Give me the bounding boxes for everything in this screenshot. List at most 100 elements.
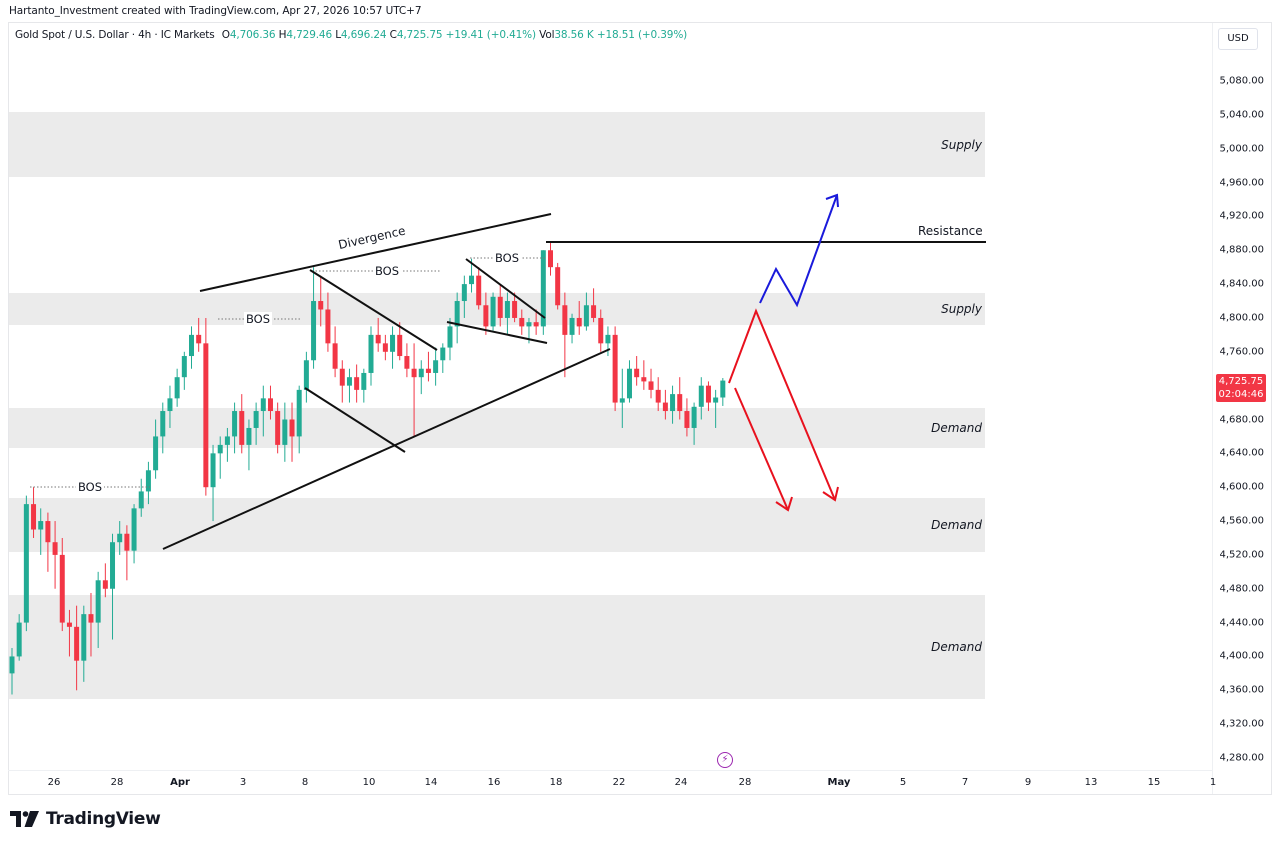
candle-body — [145, 470, 151, 492]
candle-body — [641, 377, 647, 382]
candle-body — [655, 389, 661, 403]
zone-demand[interactable]: Demand — [9, 594, 985, 699]
candle-body — [9, 656, 15, 674]
zone-supply[interactable]: Supply — [9, 112, 985, 178]
candle-body — [705, 385, 711, 403]
candle-body — [684, 411, 690, 428]
candle-body — [354, 377, 360, 390]
bullish-projection-path[interactable] — [759, 194, 838, 308]
last-price-badge: 4,725.75 02:04:46 — [1216, 374, 1266, 402]
bearish-projection-path-2[interactable] — [734, 387, 789, 511]
wedge-upper-line[interactable] — [309, 269, 438, 351]
ascending-trendline[interactable] — [162, 348, 611, 550]
wedge-lower-line[interactable] — [304, 387, 406, 453]
zone-demand[interactable]: Demand — [9, 498, 985, 552]
flag-lower-line[interactable] — [446, 321, 548, 344]
zone-demand[interactable]: Demand — [9, 407, 985, 449]
price-tick: 4,920.00 — [1219, 210, 1264, 222]
candle-body — [196, 334, 202, 344]
candle-body — [720, 380, 726, 398]
price-tick: 4,600.00 — [1219, 481, 1264, 493]
candle-body — [591, 305, 597, 318]
time-tick: May — [827, 777, 851, 788]
bos-label: BOS — [372, 264, 402, 278]
high-label: H — [278, 29, 287, 41]
candle-body — [189, 334, 194, 357]
price-tick: 4,640.00 — [1219, 447, 1264, 459]
time-tick: 14 — [424, 777, 438, 788]
price-tick: 4,440.00 — [1219, 617, 1264, 629]
candle-body — [713, 397, 719, 403]
divergence-trendline[interactable] — [199, 213, 552, 292]
brand-name: TradingView — [46, 809, 161, 829]
candle-body — [153, 436, 159, 471]
candle-body — [318, 301, 324, 310]
price-tick: 4,880.00 — [1219, 244, 1264, 256]
candle-body — [569, 317, 575, 335]
open-value: 4,706.36 — [229, 29, 276, 41]
candle-body — [390, 334, 396, 352]
resistance-label: Resistance — [918, 224, 983, 238]
candle-body — [476, 275, 482, 306]
tradingview-logo-icon — [10, 811, 39, 827]
currency-button[interactable]: USD — [1218, 28, 1258, 50]
time-tick: 28 — [110, 777, 124, 788]
candle-body — [59, 554, 65, 623]
candle-body — [662, 402, 668, 412]
close-value: 4,725.75 — [396, 29, 443, 41]
candle-body — [210, 453, 216, 488]
candle-body — [282, 419, 288, 445]
candle-body — [131, 508, 137, 551]
price-tick: 5,000.00 — [1219, 143, 1264, 155]
candle-body — [224, 436, 230, 445]
candle-body — [325, 309, 331, 344]
symbol-name[interactable]: Gold Spot / U.S. Dollar · 4h · IC Market… — [15, 29, 215, 41]
lightning-event-icon[interactable]: ⚡ — [717, 752, 733, 768]
price-axis[interactable]: 5,080.00 5,040.00 5,000.00 4,960.00 4,920.00… — [1212, 23, 1272, 794]
bos-label: BOS — [75, 480, 105, 494]
candle-body — [110, 542, 116, 589]
zone-supply[interactable]: Supply — [9, 292, 985, 325]
chart-credit: Hartanto_Investment created with Trading… — [9, 5, 422, 17]
candle-body — [217, 444, 223, 454]
price-tick: 5,080.00 — [1219, 75, 1264, 87]
candle-body — [253, 411, 259, 428]
volume-label: Vol — [539, 29, 555, 41]
candle-body — [540, 250, 546, 327]
time-axis[interactable]: 26 28 Apr 3 8 10 14 16 18 22 24 28 May 5 7 9 13 15 1 — [8, 770, 1216, 795]
candle-body — [174, 377, 180, 399]
symbol-legend: Gold Spot / U.S. Dollar · 4h · IC Market… — [15, 29, 687, 41]
price-tick: 4,320.00 — [1219, 718, 1264, 730]
low-value: 4,696.24 — [340, 29, 387, 41]
candle-body — [483, 305, 489, 327]
open-label: O — [221, 29, 230, 41]
candle-body — [124, 533, 130, 551]
candle-body — [512, 301, 518, 318]
candle-body — [138, 491, 144, 509]
candle-body — [404, 356, 410, 369]
time-tick: 22 — [612, 777, 626, 788]
price-tick: 4,560.00 — [1219, 515, 1264, 527]
candle-body — [260, 398, 266, 412]
candle-body — [167, 398, 173, 412]
high-value: 4,729.46 — [286, 29, 332, 41]
candle-body — [88, 614, 94, 623]
candle-body — [519, 317, 525, 327]
flag-upper-line[interactable] — [465, 258, 546, 319]
candle-body — [461, 284, 467, 302]
candle-body — [102, 580, 108, 589]
candle-body — [31, 504, 37, 530]
candle-body — [440, 347, 446, 361]
candle-body — [382, 343, 388, 352]
candle-body — [605, 334, 611, 344]
candle-body — [203, 343, 209, 488]
volume-change: +18.51 (+0.39%) — [596, 29, 688, 41]
bearish-projection-path[interactable] — [728, 308, 836, 501]
candle-body — [81, 614, 87, 661]
candle-body — [38, 521, 44, 530]
candle-body — [275, 411, 281, 445]
price-tick: 4,400.00 — [1219, 650, 1264, 662]
candle-body — [246, 427, 252, 445]
candle-body — [52, 542, 58, 555]
